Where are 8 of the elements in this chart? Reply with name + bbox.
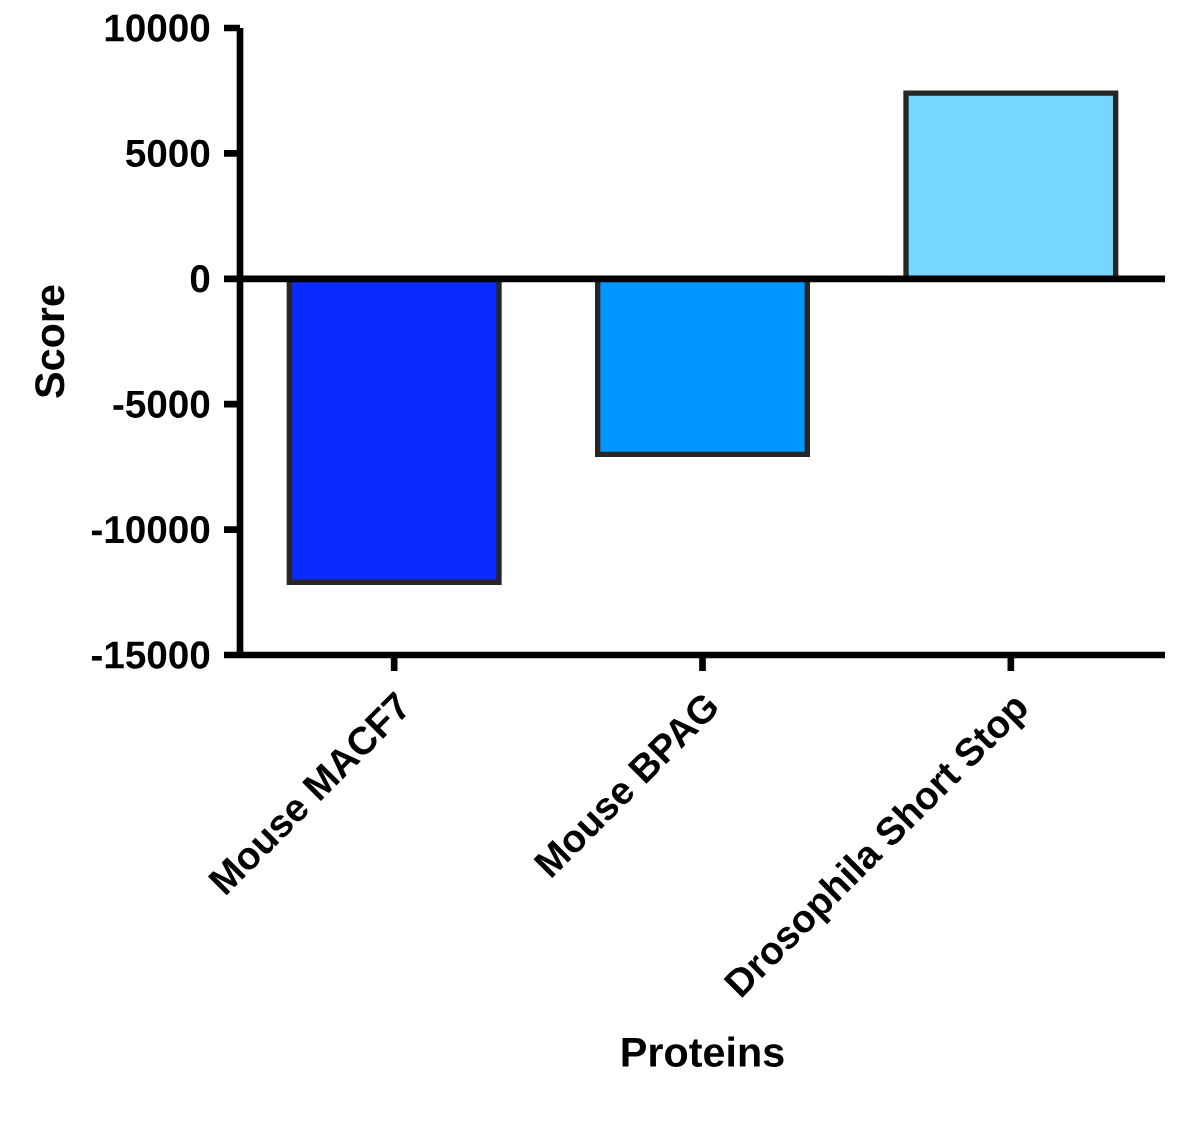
y-tick-label: -10000 [91,515,210,544]
y-tick-label: -15000 [91,641,210,669]
x-axis-title: Proteins [622,1036,784,1067]
y-tick-label: 0 [190,265,210,293]
y-axis-title: Score [35,285,65,398]
y-tick-label: 5000 [126,139,210,168]
y-tick-label: -5000 [113,390,210,418]
y-tick-label: 10000 [105,14,210,42]
